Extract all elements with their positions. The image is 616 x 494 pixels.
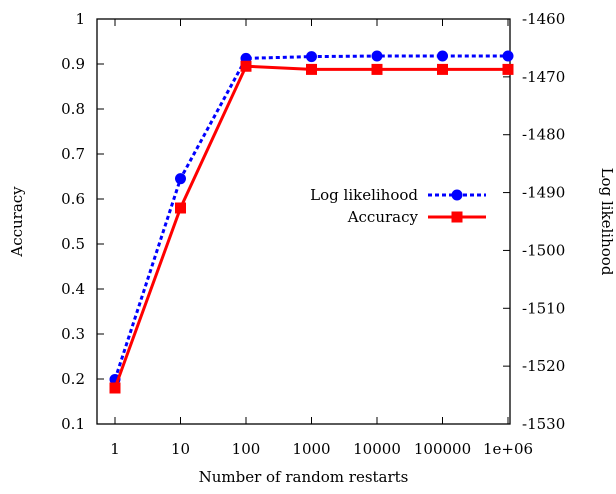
legend-marker	[451, 189, 463, 201]
x-tick-label: 1e+06	[483, 440, 533, 458]
y-left-tick-label: 1	[75, 10, 85, 28]
y-right-tick-label: -1500	[522, 241, 565, 259]
legend-label: Log likelihood	[310, 186, 418, 204]
data-point	[371, 63, 383, 75]
data-point	[306, 63, 317, 75]
data-point	[437, 63, 448, 75]
y-left-tick-label: 0.6	[61, 190, 85, 208]
x-tick-label: 100	[232, 440, 261, 458]
y-left-tick-label: 0.3	[61, 325, 85, 343]
data-point	[502, 50, 514, 62]
axes-layer: 1 10 100 1000 10000 100000 1e+06 0.1 0.2 0.3 0.4 0.…	[61, 10, 565, 458]
series-accuracy	[109, 60, 514, 394]
y-axis-left-title: Accuracy	[8, 186, 26, 258]
legend-label: Accuracy	[347, 208, 419, 226]
x-tick-label: 10	[171, 440, 190, 458]
y-right-tick-label: -1460	[522, 10, 565, 28]
data-point	[502, 63, 514, 75]
data-point	[437, 50, 448, 62]
y-left-tick-label: 0.7	[61, 145, 85, 163]
x-tick-label: 10000	[353, 440, 401, 458]
plot-frame	[96, 18, 511, 425]
data-point	[240, 60, 252, 72]
y-right-tick-label: -1520	[522, 357, 565, 375]
y-right-tick-label: -1510	[522, 299, 565, 317]
y-right-tick-label: -1470	[522, 68, 565, 86]
y-left-tick-label: 0.2	[61, 370, 85, 388]
y-axis-right-title: Log likelihood	[598, 168, 616, 276]
series-line	[113, 64, 508, 389]
data-point	[306, 51, 317, 63]
data-point	[371, 50, 383, 62]
y-left-tick-label: 0.1	[61, 415, 85, 433]
data-point	[175, 202, 186, 214]
y-left-tick-label: 0.8	[61, 100, 85, 118]
x-tick-label: 100000	[414, 440, 471, 458]
y-left-tick-label: 0.4	[61, 280, 85, 298]
x-tick-label: 1	[110, 440, 120, 458]
data-point	[175, 173, 186, 185]
y-left-tick-label: 0.5	[61, 235, 85, 253]
legend-marker	[451, 211, 463, 223]
y-right-tick-label: -1490	[522, 184, 565, 202]
y-right-tick-label: -1530	[522, 415, 565, 433]
series-layer	[109, 50, 514, 394]
x-axis-title: Number of random restarts	[199, 468, 409, 486]
legend: Log likelihood Accuracy	[310, 186, 486, 226]
data-point	[109, 382, 121, 394]
y-left-tick-label: 0.9	[61, 55, 85, 73]
y-right-tick-label: -1480	[522, 126, 565, 144]
x-tick-label: 1000	[292, 440, 330, 458]
